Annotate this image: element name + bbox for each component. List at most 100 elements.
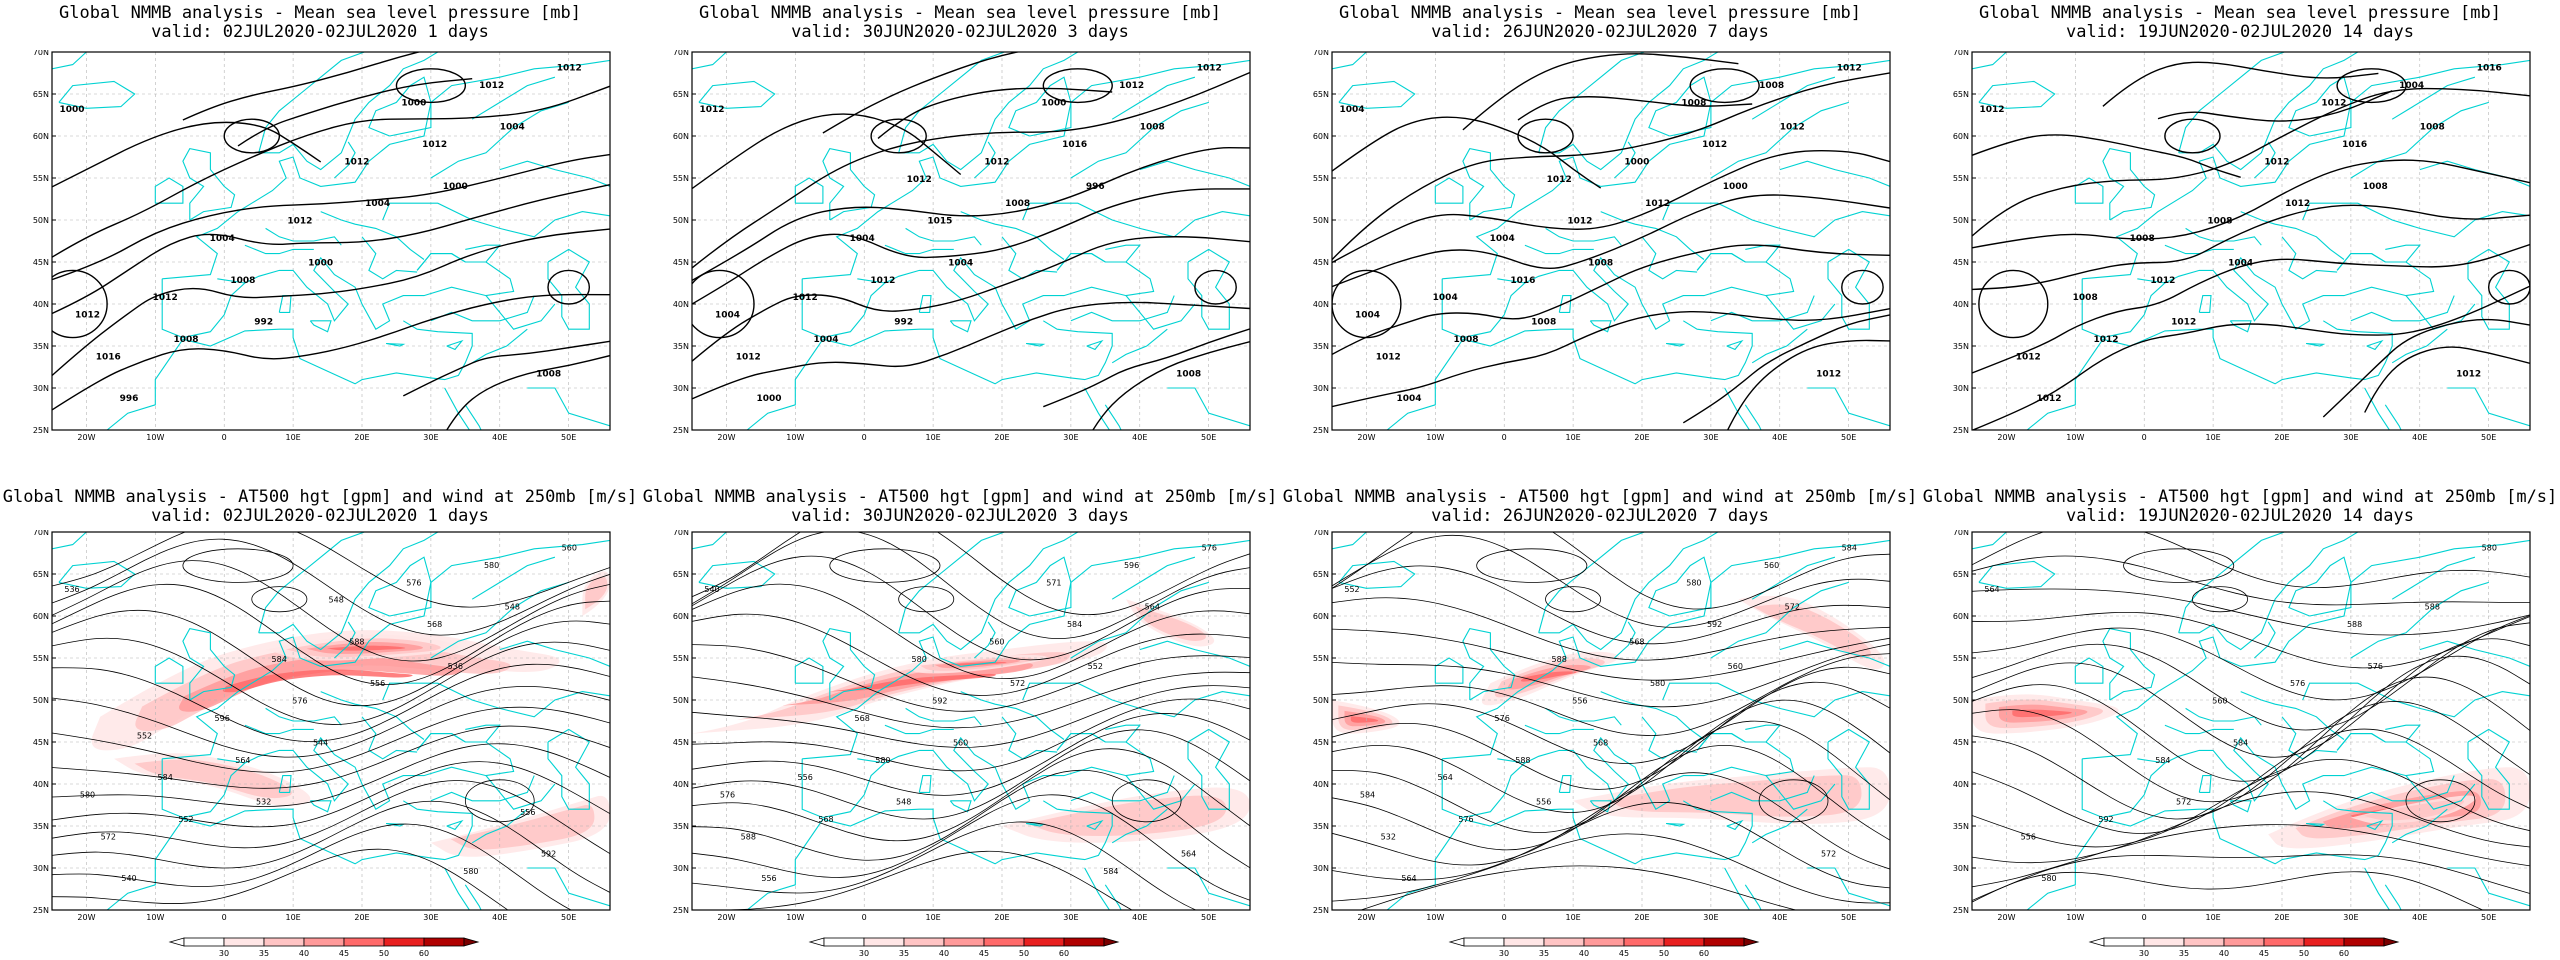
legend-swatch — [1023, 937, 1065, 947]
longitude-label: 30E — [1063, 433, 1078, 442]
legend-swatch — [263, 937, 305, 947]
latitude-label: 60N — [673, 612, 689, 621]
longitude-label: 20W — [77, 913, 95, 922]
closed-contour — [2192, 586, 2248, 613]
wind-band — [450, 804, 595, 850]
contour-label: 571 — [1046, 578, 1061, 587]
contour-labels: 1012 992 996 1000 1004 1008 1004 1008 1012 1012 10… — [699, 64, 1221, 405]
contour-label: 1008 — [1588, 258, 1613, 268]
title-line-2: valid: 02JUL2020-02JUL2020 1 days — [151, 506, 489, 526]
contour-label: 532 — [256, 798, 271, 807]
latitude-label: 50N — [1313, 216, 1329, 225]
coastline — [1441, 253, 1795, 339]
contour-label: 1012 — [1197, 64, 1222, 74]
latitude-label: 55N — [33, 654, 49, 663]
coastline — [2178, 52, 2359, 171]
latitude-label: 60N — [1953, 612, 1969, 621]
latitude-label: 25N — [33, 906, 49, 915]
contour-line — [52, 800, 610, 893]
contour-line — [1517, 96, 1753, 121]
height-contours — [692, 532, 1250, 910]
contour-label: 580 — [875, 756, 890, 765]
latitude-label: 60N — [673, 132, 689, 141]
latitude-label: 35N — [1953, 822, 1969, 831]
contour-line — [52, 725, 610, 789]
contour-line — [2102, 61, 2379, 107]
contour-label: 1012 — [153, 293, 178, 303]
contour-label: 1000 — [1723, 182, 1748, 192]
legend-low-end — [1448, 937, 1465, 947]
panel-title: Global NMMB analysis - AT500 hgt [gpm] a… — [0, 488, 640, 526]
wind-speed-legend: 30 35 40 45 50 60 — [2088, 937, 2400, 958]
coastline — [1386, 800, 1753, 910]
coastline — [1056, 244, 1141, 271]
coastline — [1187, 248, 1231, 330]
contour-label: 1016 — [2477, 64, 2502, 74]
contour-line — [52, 685, 610, 758]
title-line-2: valid: 30JUN2020-02JUL2020 3 days — [791, 506, 1129, 526]
coastline — [2254, 141, 2276, 179]
coastline — [1589, 320, 1612, 333]
coastline — [2102, 147, 2156, 221]
coastline — [1751, 328, 1808, 364]
contour-label: 596 — [1124, 561, 1139, 570]
legend-swatch — [943, 937, 985, 947]
latitude-label: 50N — [1953, 696, 1969, 705]
latitude-label: 40N — [673, 780, 689, 789]
coastline — [2281, 716, 2338, 760]
contour-label: 1012 — [2036, 394, 2061, 404]
contour-line — [1972, 676, 2530, 803]
contour-line — [52, 663, 610, 742]
coastline — [2240, 211, 2345, 260]
coastline — [1726, 819, 1744, 831]
latitude-label: 40N — [1953, 780, 1969, 789]
coastline — [361, 236, 418, 280]
coastline — [1545, 707, 1622, 726]
latitude-label: 70N — [673, 530, 689, 537]
coastline — [309, 800, 332, 813]
latitude-label: 35N — [673, 342, 689, 351]
contour-label: 572 — [2176, 798, 2191, 807]
title-line-2: valid: 02JUL2020-02JUL2020 1 days — [151, 22, 489, 42]
contour-label: 1004 — [2228, 258, 2253, 268]
coastline — [161, 253, 515, 339]
isobars — [1972, 61, 2530, 430]
contour-label: 556 — [520, 808, 535, 817]
coastline — [182, 147, 236, 221]
longitude-label: 40E — [2412, 913, 2427, 922]
coastline — [1026, 342, 1046, 347]
contour-label: 560 — [953, 738, 968, 747]
closed-contour — [1194, 269, 1237, 305]
contour-label: 1012 — [1645, 199, 1670, 209]
coastline — [334, 141, 356, 179]
contour-label: 1016 — [1510, 276, 1535, 286]
coastline — [1497, 758, 1525, 764]
closed-contour — [1517, 118, 1574, 154]
height-contours — [1332, 532, 1890, 910]
coastline — [2447, 867, 2530, 907]
wind-band — [1350, 716, 1379, 723]
contour-label: 588 — [349, 637, 364, 646]
coastline — [1442, 59, 1890, 280]
coastline — [1125, 295, 1196, 330]
coastline — [244, 724, 314, 735]
contour-label: 580 — [912, 655, 927, 664]
contour-label: 1012 — [1702, 140, 1727, 150]
contour-line — [822, 52, 1021, 134]
coastline — [2102, 627, 2156, 701]
latitude-label: 60N — [1313, 132, 1329, 141]
legend-swatch — [1063, 937, 1105, 947]
contour-line — [52, 153, 610, 281]
longitude-label: 30E — [2343, 433, 2358, 442]
title-line-1: Global NMMB analysis - Mean sea level pr… — [59, 3, 581, 23]
longitude-label: 10W — [786, 433, 804, 442]
latitude-label: 45N — [1953, 258, 1969, 267]
legend-tick-label: 35 — [2179, 949, 2189, 958]
contour-label: 576 — [2368, 662, 2383, 671]
panel-title: Global NMMB analysis - Mean sea level pr… — [0, 4, 640, 42]
coastline — [884, 244, 954, 255]
coastline — [2366, 339, 2384, 351]
contour-line — [1332, 772, 1890, 870]
wind-speed-legend: 30 35 40 45 50 60 — [1448, 937, 1760, 958]
legend-swatch — [223, 937, 265, 947]
